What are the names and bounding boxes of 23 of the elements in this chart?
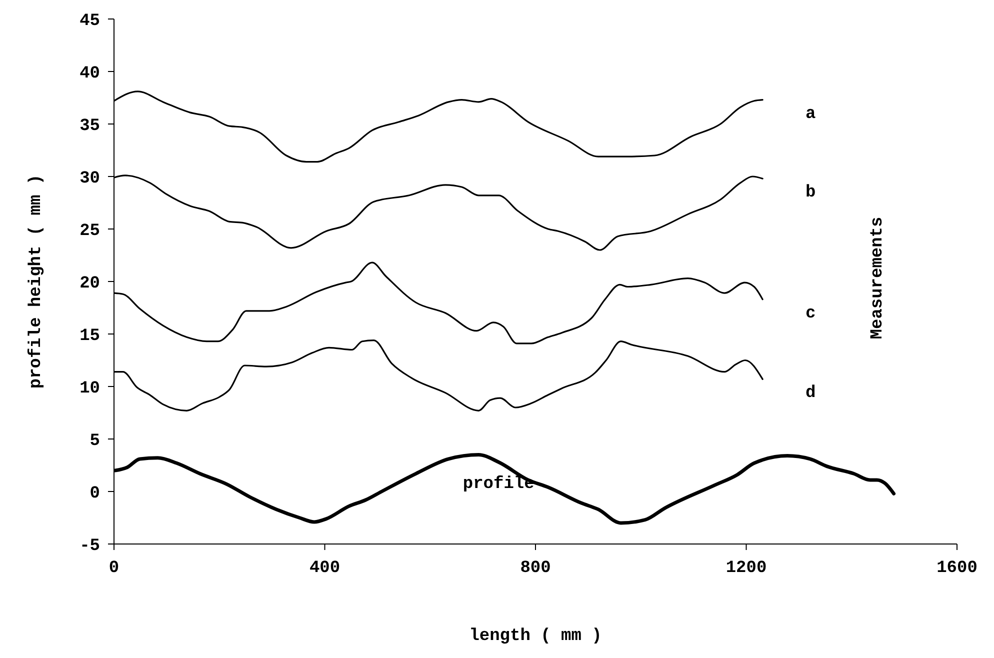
x-tick-label: 1600	[936, 559, 978, 578]
x-tick-label: 400	[309, 559, 340, 578]
y-tick-label: 15	[80, 327, 100, 346]
y-tick-label: -5	[80, 537, 100, 556]
text: c	[805, 304, 816, 324]
text: b	[805, 184, 816, 203]
y-tick-label: 45	[80, 12, 100, 32]
y-tick-label: 0	[90, 484, 100, 504]
x-tick-label: 0	[108, 559, 120, 578]
x-tick-label: 800	[520, 559, 551, 578]
y-axis-title: profile height ( mm )	[27, 174, 46, 389]
x-axis-title: length ( mm )	[469, 627, 602, 646]
y-tick-label: 10	[80, 380, 100, 399]
y-tick-label: 5	[90, 432, 100, 452]
y-tick-label: 30	[80, 170, 100, 189]
x-tick-label: 1200	[726, 559, 767, 578]
y-tick-label: 40	[80, 64, 100, 84]
y-tick-label: 35	[80, 117, 100, 136]
text: a	[805, 104, 816, 124]
text: d	[805, 384, 816, 404]
y-tick-label: 25	[80, 222, 100, 242]
annotation: Measurements	[868, 216, 888, 340]
y-tick-label: 20	[80, 274, 100, 294]
